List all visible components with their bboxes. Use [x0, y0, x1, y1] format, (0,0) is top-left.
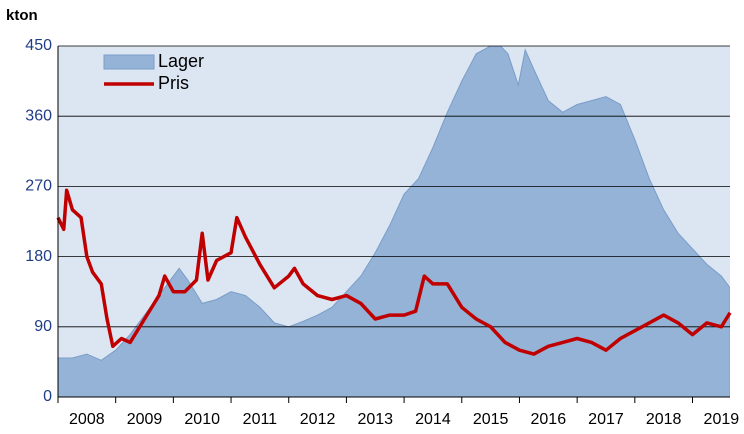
legend-label: Pris — [158, 73, 189, 93]
y-tick-label: 180 — [25, 248, 52, 265]
y-tick-label: 90 — [34, 318, 52, 335]
x-tick-label: 2013 — [357, 411, 393, 428]
x-tick-label: 2017 — [588, 411, 624, 428]
x-tick-label: 2009 — [127, 411, 163, 428]
y-tick-label: 450 — [25, 37, 52, 54]
y-tick-label: 360 — [25, 107, 52, 124]
x-tick-label: 2014 — [415, 411, 451, 428]
x-tick-label: 2018 — [646, 411, 682, 428]
y-axis-label: kton — [6, 7, 38, 24]
x-tick-label: 2015 — [473, 411, 509, 428]
legend-swatch — [103, 54, 155, 70]
x-tick-label: 2016 — [531, 411, 567, 428]
y-tick-label: 0 — [43, 388, 52, 405]
y-tick-label: 270 — [25, 178, 52, 195]
x-tick-label: 2008 — [69, 411, 105, 428]
x-tick-label: 2011 — [243, 411, 278, 428]
line — [56, 188, 732, 356]
x-tick-label: 2019 — [704, 411, 740, 428]
x-tick-label: 2012 — [300, 411, 336, 428]
legend-label: Lager — [158, 51, 204, 71]
x-tick-label: 2010 — [184, 411, 220, 428]
